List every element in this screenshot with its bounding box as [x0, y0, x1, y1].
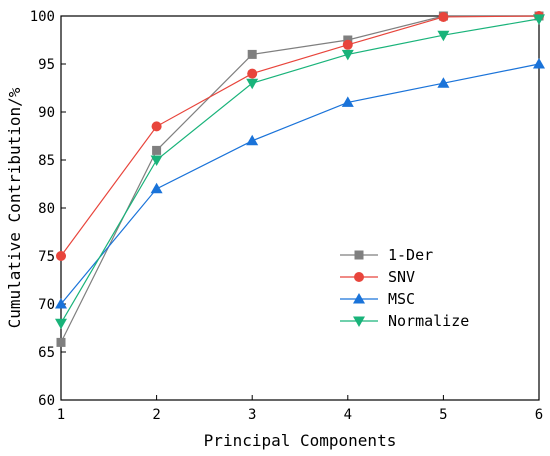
series-line	[60, 18, 540, 324]
y-tick-label: 90	[38, 105, 55, 121]
data-point	[533, 58, 545, 69]
legend-marker	[354, 250, 364, 260]
series-normalize	[55, 14, 545, 330]
data-point	[56, 251, 66, 261]
data-point	[342, 39, 353, 50]
y-tick-label: 65	[38, 345, 55, 361]
x-axis: 1 2 3 4 5 6	[57, 395, 543, 423]
series-line	[60, 63, 540, 305]
legend: 1-Der SNV MSC Normalize	[340, 246, 469, 330]
legend-item: SNV	[340, 268, 415, 286]
y-tick-label: 85	[38, 153, 55, 169]
legend-item: MSC	[340, 290, 415, 308]
data-point	[341, 49, 354, 61]
x-tick-label: 6	[535, 407, 543, 423]
series-1-der	[56, 11, 544, 347]
data-point	[56, 337, 66, 347]
x-tick-label: 4	[344, 407, 352, 423]
plot-frame	[60, 15, 540, 401]
data-point	[246, 134, 259, 146]
x-tick-label: 5	[439, 407, 447, 423]
legend-marker	[354, 272, 364, 282]
x-axis-label: Principal Components	[204, 431, 397, 450]
legend-marker	[353, 316, 365, 327]
data-point	[150, 182, 163, 194]
y-tick-label: 80	[38, 201, 55, 217]
series-msc	[55, 58, 545, 309]
data-point	[247, 49, 257, 59]
series-line	[60, 15, 540, 257]
y-tick-label: 70	[38, 297, 55, 313]
y-tick-label: 60	[38, 393, 55, 409]
legend-item: 1-Der	[340, 246, 433, 264]
data-point	[247, 68, 258, 79]
y-tick-label: 100	[30, 9, 55, 25]
data-point	[437, 77, 450, 88]
legend-item: Normalize	[340, 312, 469, 330]
legend-label: 1-Der	[388, 246, 433, 264]
series-line	[60, 15, 539, 343]
data-point	[152, 145, 162, 155]
data-point	[341, 96, 354, 107]
series-snv	[56, 11, 544, 261]
data-point	[437, 30, 450, 42]
x-tick-label: 1	[57, 407, 65, 423]
legend-label: MSC	[388, 290, 415, 308]
data-point	[55, 318, 67, 330]
data-point	[150, 155, 163, 166]
x-tick-label: 3	[248, 407, 256, 423]
y-axis-label: Cumulative Contribution/%	[5, 87, 24, 328]
y-tick-label: 95	[38, 57, 55, 73]
data-point	[151, 121, 162, 132]
legend-label: SNV	[388, 268, 415, 286]
y-axis: 60 65 70 75 80 85 90 95 100	[30, 9, 66, 409]
data-point	[533, 14, 545, 25]
legend-label: Normalize	[388, 312, 469, 330]
data-point	[55, 298, 67, 309]
y-tick-label: 75	[38, 249, 55, 265]
series-layer	[55, 11, 545, 347]
x-tick-label: 2	[152, 407, 160, 423]
data-point	[438, 11, 449, 22]
data-point	[246, 78, 259, 90]
legend-marker	[353, 293, 365, 304]
